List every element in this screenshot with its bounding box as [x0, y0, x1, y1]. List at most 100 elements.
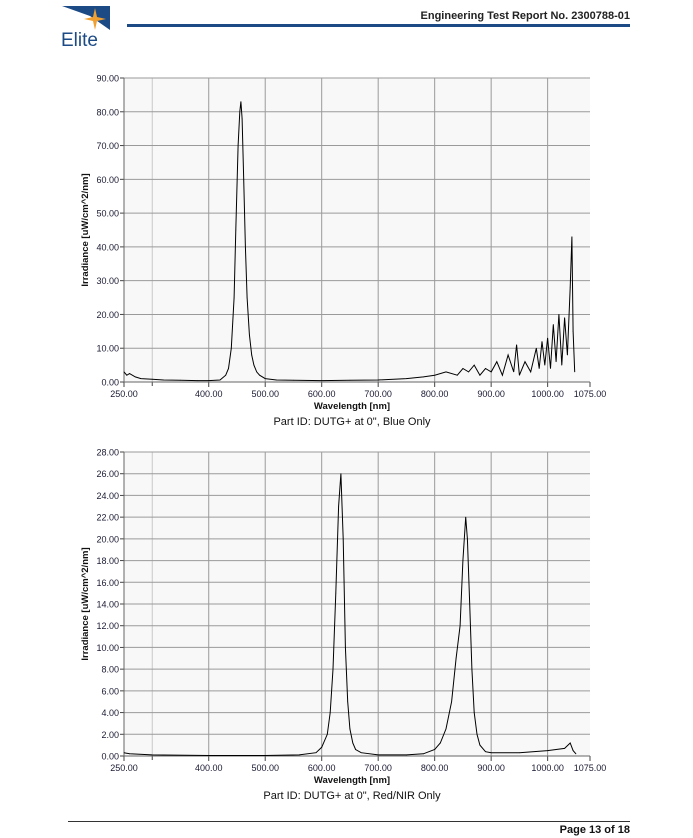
x-tick-label: 600.00 — [308, 389, 336, 399]
data-point — [513, 371, 515, 373]
data-point — [467, 538, 468, 540]
data-point — [574, 371, 576, 373]
data-point — [228, 368, 229, 369]
data-point — [473, 364, 475, 366]
data-point — [256, 371, 258, 373]
data-point — [151, 754, 153, 756]
page-number: Page 13 of 18 — [559, 824, 630, 836]
x-tick-label: 250.00 — [110, 389, 138, 399]
y-tick-label: 80.00 — [96, 107, 119, 117]
y-tick-label: 22.00 — [96, 513, 119, 523]
data-point — [538, 368, 540, 369]
data-point — [349, 728, 351, 730]
data-point — [547, 750, 549, 751]
data-point — [251, 354, 253, 356]
data-point — [240, 101, 242, 103]
data-point — [518, 374, 520, 376]
data-point — [335, 592, 337, 594]
chart-caption: Part ID: DUTG+ at 0", Blue Only — [273, 416, 431, 428]
svg-text:Elite: Elite — [61, 30, 98, 48]
data-point — [321, 746, 323, 748]
data-point — [476, 733, 478, 735]
data-point — [253, 364, 255, 366]
data-point — [567, 354, 568, 356]
data-point — [377, 379, 379, 381]
data-point — [445, 728, 447, 730]
data-point — [561, 364, 563, 366]
data-point — [575, 753, 577, 755]
data-point — [490, 371, 492, 373]
x-tick-label: 900.00 — [477, 763, 505, 773]
data-point — [293, 379, 294, 381]
data-point — [377, 754, 379, 756]
data-point — [471, 668, 473, 670]
data-point — [552, 324, 554, 325]
y-tick-label: 10.00 — [96, 344, 119, 354]
y-axis-title: Irradiance [uW/cm^2/nm] — [80, 547, 91, 660]
y-tick-label: 28.00 — [96, 448, 119, 458]
blue-only-spectrum-chart: 0.00 10.00 20.00 30.00 40.00 50.00 60.00 70.00 8… — [80, 74, 606, 429]
data-point — [569, 742, 571, 744]
data-point — [456, 374, 458, 376]
data-point — [479, 744, 481, 746]
data-point — [564, 748, 565, 749]
x-axis-title: Wavelength [nm] — [314, 401, 390, 412]
x-tick-label: 800.00 — [421, 763, 449, 773]
data-point — [422, 753, 424, 755]
data-point — [243, 178, 245, 180]
data-point — [248, 334, 250, 336]
data-point — [524, 361, 526, 363]
data-point — [455, 657, 457, 659]
x-tick-label: 700.00 — [364, 389, 392, 399]
y-tick-label: 0.00 — [101, 752, 119, 762]
data-point — [298, 754, 300, 756]
x-tick-label: 800.00 — [421, 389, 449, 399]
data-point — [544, 364, 546, 366]
data-point — [439, 742, 441, 744]
y-axis-title: Irradiance [uW/cm^2/nm] — [80, 173, 91, 286]
data-point — [329, 712, 331, 713]
data-point — [550, 368, 551, 369]
data-point — [239, 111, 241, 113]
data-point — [530, 371, 532, 373]
data-point — [345, 647, 346, 648]
data-point — [237, 145, 239, 146]
y-tick-label: 24.00 — [96, 491, 119, 501]
data-point — [558, 314, 560, 315]
data-point — [355, 749, 356, 750]
y-tick-label: 10.00 — [96, 643, 119, 653]
y-tick-label: 2.00 — [101, 730, 119, 740]
data-point — [518, 752, 520, 754]
data-point — [134, 376, 136, 378]
x-tick-label: 400.00 — [195, 763, 223, 773]
data-point — [338, 505, 340, 507]
data-point — [321, 380, 323, 382]
data-point — [180, 379, 181, 381]
y-tick-label: 8.00 — [101, 665, 119, 675]
data-point — [535, 347, 537, 349]
data-point — [555, 361, 557, 363]
data-point — [342, 538, 344, 540]
data-point — [197, 380, 198, 382]
x-axis-title: Wavelength [nm] — [314, 775, 390, 786]
y-tick-label: 40.00 — [96, 242, 119, 252]
x-tick-label: 700.00 — [364, 763, 392, 773]
data-point — [208, 380, 210, 382]
data-point — [129, 373, 131, 374]
data-point — [434, 374, 436, 376]
y-tick-label: 50.00 — [96, 209, 119, 219]
data-point — [129, 753, 131, 755]
data-point — [541, 341, 543, 342]
data-point — [459, 625, 461, 627]
data-point — [219, 379, 221, 381]
data-point — [246, 297, 248, 298]
data-point — [241, 118, 243, 119]
x-tick-label: 1000.00 — [531, 763, 564, 773]
data-point — [564, 317, 565, 319]
data-point — [465, 516, 467, 518]
data-point — [225, 374, 227, 376]
x-tick-label: 1000.00 — [531, 389, 564, 399]
y-tick-label: 20.00 — [96, 534, 119, 544]
data-point — [572, 750, 574, 751]
data-point — [126, 374, 128, 376]
